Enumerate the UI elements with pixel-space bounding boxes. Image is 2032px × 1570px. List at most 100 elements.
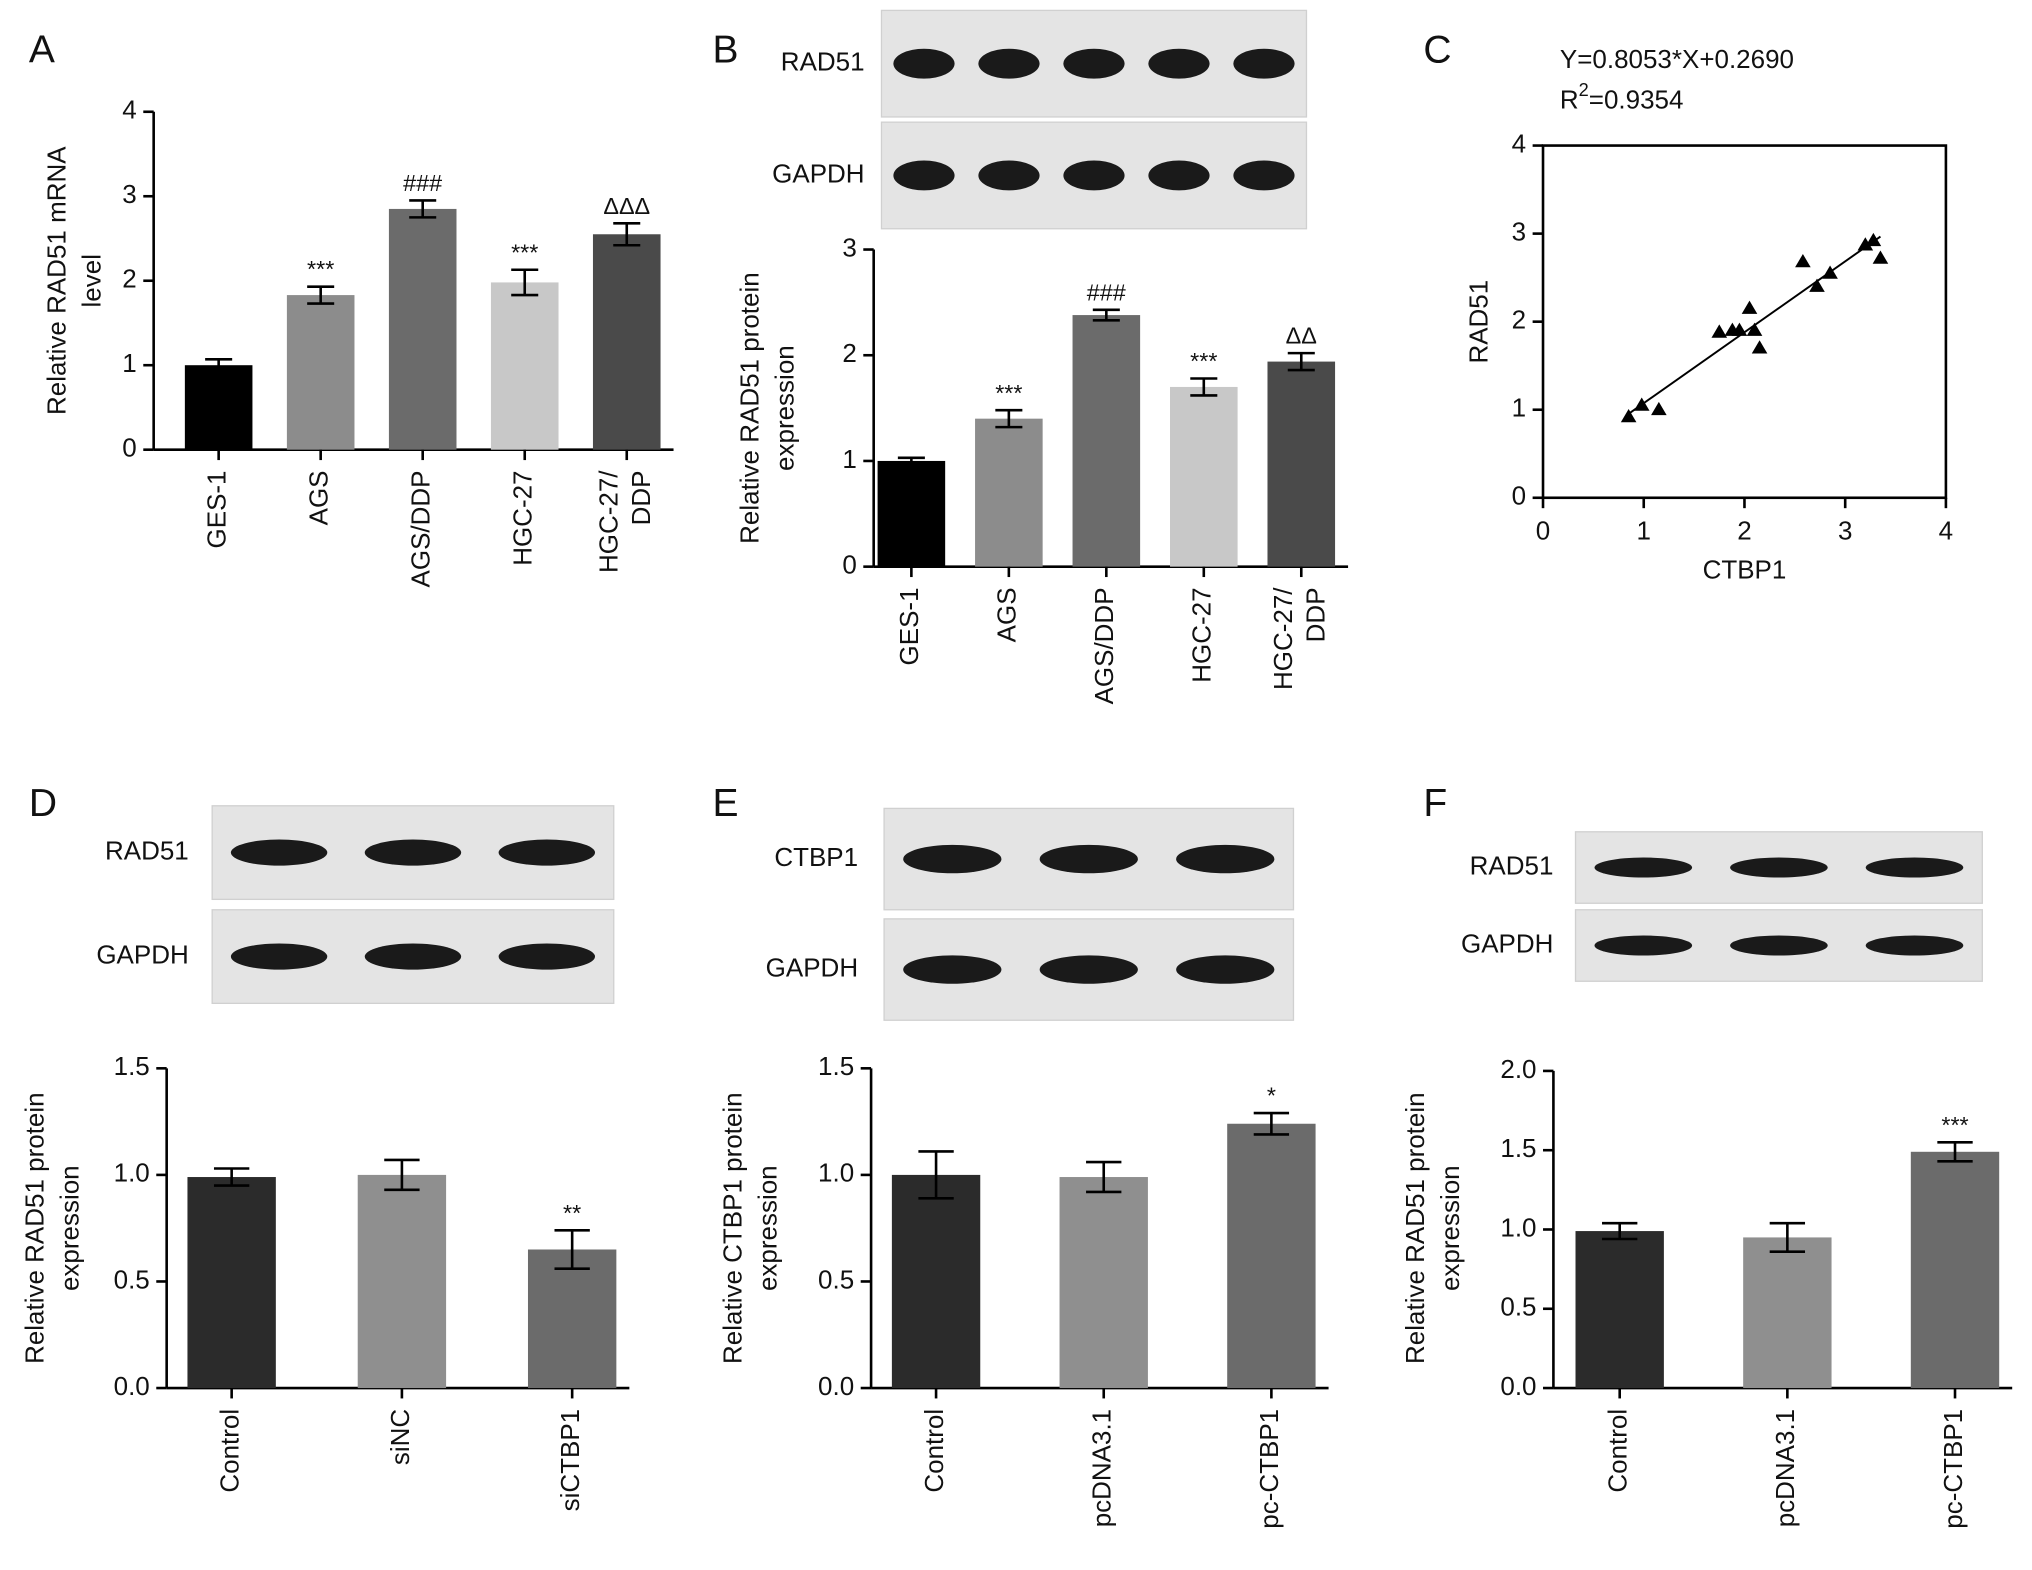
y-tick-label: 2: [1512, 305, 1526, 335]
blot-band: [903, 955, 1002, 984]
y-axis-label: RAD51: [1463, 280, 1493, 364]
y-axis-label: expression: [1435, 1165, 1465, 1291]
r-squared-base: R: [1560, 84, 1579, 114]
y-tick-label: 1: [122, 348, 136, 378]
blot-label: RAD51: [1470, 850, 1554, 880]
bar: [1072, 315, 1141, 567]
blot-band: [364, 839, 462, 866]
x-tick-label: pc-CTBP1: [1938, 1409, 1968, 1529]
y-tick-label: 0.0: [114, 1371, 150, 1401]
plot-frame: [1541, 144, 1948, 500]
blot-band: [1039, 844, 1138, 874]
significance-label: **: [563, 1200, 581, 1226]
blot-band: [1594, 935, 1693, 956]
y-tick-label: 3: [842, 232, 856, 262]
bar: [1059, 1177, 1148, 1389]
y-tick-label: 0: [122, 433, 136, 463]
significance-label: *: [1267, 1083, 1276, 1109]
panel-label: B: [713, 28, 739, 71]
blot-label: GAPDH: [772, 158, 864, 188]
blot-band: [1730, 935, 1828, 956]
blot-band: [1594, 857, 1693, 878]
y-tick-label: 0.5: [1500, 1292, 1536, 1322]
bar: [286, 295, 355, 450]
x-tick-label: 4: [1939, 516, 1953, 546]
x-tick-label: pcDNA3.1: [1770, 1409, 1800, 1527]
scatter-point: [1872, 250, 1889, 264]
bar: [1170, 386, 1238, 567]
significance-label: ΔΔ: [1286, 323, 1317, 349]
panel-label: D: [29, 782, 57, 825]
significance-label: ΔΔΔ: [603, 193, 650, 219]
blot-band: [1063, 160, 1125, 191]
scatter-point: [1633, 397, 1650, 411]
scatter-point: [1741, 300, 1758, 314]
panel-label: F: [1423, 782, 1447, 825]
y-axis-label: expression: [753, 1165, 783, 1291]
bar: [1910, 1151, 2000, 1389]
y-tick-label: 0: [842, 550, 856, 580]
x-tick-label: AGS: [992, 587, 1022, 642]
y-axis-label: Relative CTBP1 protein: [717, 1092, 747, 1364]
x-tick-label: HGC-27: [508, 470, 538, 565]
y-tick-label: 1: [1512, 393, 1526, 423]
blot-band: [893, 48, 955, 79]
y-tick-label: 2.0: [1500, 1054, 1536, 1084]
blot-band: [498, 943, 596, 970]
bar: [1743, 1237, 1832, 1389]
blot-band: [498, 839, 596, 866]
y-tick-label: 1: [842, 444, 856, 474]
blot-label: RAD51: [105, 835, 189, 865]
r-squared-sup: 2: [1579, 80, 1589, 100]
blot-band: [230, 943, 328, 970]
y-tick-label: 0: [1512, 481, 1526, 511]
blot-label: GAPDH: [766, 952, 858, 982]
blot-band: [230, 839, 328, 866]
y-axis-label: expression: [769, 345, 799, 471]
x-tick-label: pc-CTBP1: [1254, 1409, 1284, 1529]
y-tick-label: 0.0: [818, 1371, 854, 1401]
x-tick-label: GES-1: [202, 470, 232, 548]
y-tick-label: 2: [122, 264, 136, 294]
y-axis-label: Relative RAD51 protein: [1400, 1092, 1430, 1364]
x-tick-label: 1: [1637, 516, 1651, 546]
y-axis-label: Relative RAD51 mRNA: [42, 146, 72, 415]
bar: [527, 1249, 617, 1389]
y-tick-label: 2: [842, 338, 856, 368]
scatter-point: [1809, 278, 1825, 292]
blot-band: [1233, 48, 1295, 79]
blot-band: [1063, 48, 1125, 79]
blot-band: [903, 844, 1002, 874]
scatter-point: [1751, 340, 1768, 354]
y-tick-label: 4: [122, 95, 136, 125]
x-tick-label: AGS: [304, 470, 334, 525]
x-tick-label: Control: [1603, 1409, 1633, 1493]
y-tick-label: 1.0: [114, 1158, 150, 1188]
blot-band: [978, 160, 1040, 191]
y-axis-label: Relative RAD51 protein: [20, 1092, 50, 1364]
bar: [975, 418, 1043, 567]
blot-band: [364, 943, 462, 970]
bar: [388, 208, 457, 450]
x-tick-label: DDP: [1300, 587, 1330, 642]
panel-label: A: [29, 28, 55, 71]
r-squared: R2=0.9354: [1560, 80, 1684, 114]
x-tick-label: HGC-27: [1187, 587, 1217, 682]
significance-label: ***: [1190, 348, 1217, 374]
blot-band: [1233, 160, 1295, 191]
x-tick-label: DDP: [626, 470, 656, 525]
blot-label: CTBP1: [774, 842, 858, 872]
x-tick-label: siNC: [385, 1409, 415, 1465]
x-tick-label: pcDNA3.1: [1087, 1409, 1117, 1527]
x-axis-label: CTBP1: [1703, 555, 1787, 585]
x-tick-label: HGC-27/: [593, 470, 623, 573]
y-tick-label: 1.5: [818, 1051, 854, 1081]
bar: [1575, 1231, 1664, 1389]
y-tick-label: 0.0: [1500, 1371, 1536, 1401]
scatter-point: [1865, 232, 1882, 247]
x-tick-label: AGS/DDP: [406, 470, 436, 587]
significance-label: ***: [307, 256, 334, 282]
bar: [187, 1177, 276, 1389]
